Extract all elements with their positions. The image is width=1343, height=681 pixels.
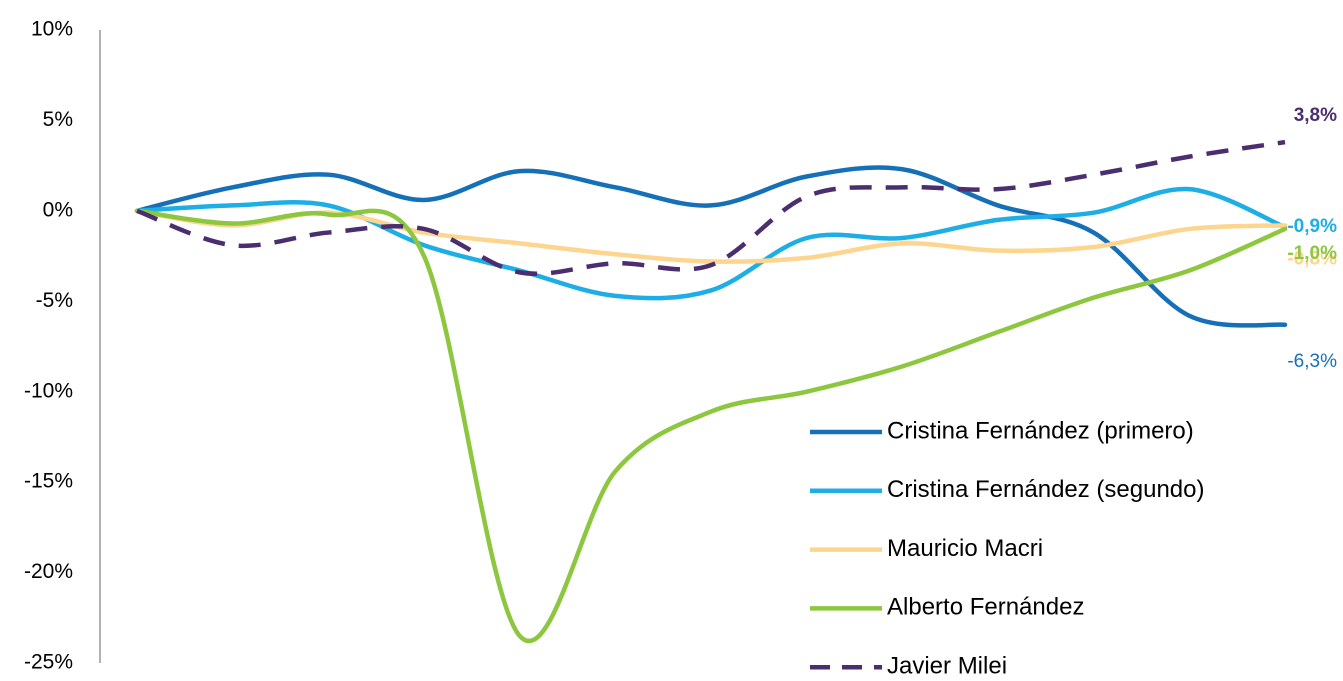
y-tick-label: 10% <box>31 18 73 41</box>
y-tick-label: -25% <box>24 651 73 674</box>
data-label: -6,3% <box>1287 351 1337 372</box>
series-line <box>134 208 1288 644</box>
data-label: -1,0% <box>1287 243 1337 264</box>
data-label: 3,8% <box>1294 105 1337 126</box>
series-line <box>136 139 1286 276</box>
y-tick-label: -5% <box>36 289 73 312</box>
y-tick-label: 0% <box>43 198 73 221</box>
data-label: -0,9% <box>1287 216 1337 237</box>
legend-label: Javier Milei <box>887 653 1007 680</box>
legend-label: Alberto Fernández <box>887 594 1084 621</box>
series-line <box>134 208 1288 264</box>
y-tick-label: -10% <box>24 379 73 402</box>
legend-label: Cristina Fernández (segundo) <box>887 476 1205 503</box>
legend-label: Cristina Fernández (primero) <box>887 417 1194 444</box>
y-tick-label: -15% <box>24 470 73 493</box>
y-tick-label: -20% <box>24 560 73 583</box>
series-line <box>134 165 1288 328</box>
legend-label: Mauricio Macri <box>887 535 1043 562</box>
y-tick-label: 5% <box>43 108 73 131</box>
data-label: -0,8% <box>1287 248 1337 269</box>
series-line <box>134 186 1288 301</box>
